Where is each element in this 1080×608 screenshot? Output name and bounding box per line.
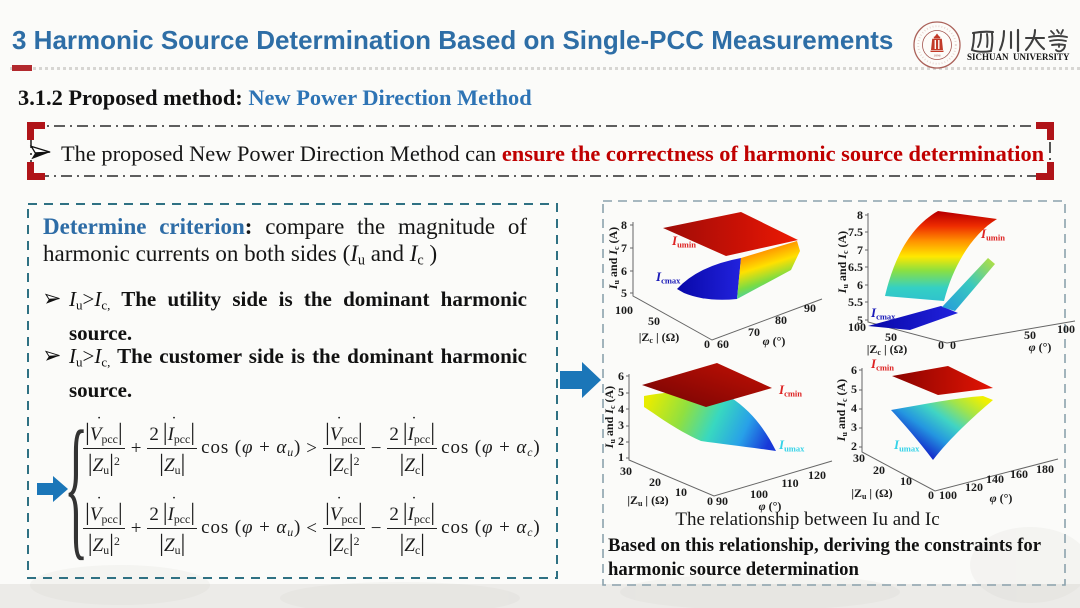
svg-text:50: 50 [885, 330, 897, 344]
svg-text:100: 100 [848, 320, 866, 334]
svg-text:5.5: 5.5 [848, 295, 863, 309]
svg-text:5: 5 [618, 385, 624, 399]
svg-text:160: 160 [1010, 467, 1028, 481]
svg-text:20: 20 [873, 463, 885, 477]
svg-text:Iumax: Iumax [893, 437, 920, 454]
svg-text:60: 60 [717, 337, 729, 351]
svg-text:Icmax: Icmax [870, 305, 896, 322]
svg-text:4: 4 [851, 401, 857, 415]
svg-text:5: 5 [857, 313, 863, 327]
svg-text:1896: 1896 [934, 54, 941, 58]
svg-text:6: 6 [621, 264, 627, 278]
svg-text:50: 50 [1024, 328, 1036, 342]
svg-text:30: 30 [620, 464, 632, 478]
svg-text:3: 3 [618, 418, 624, 432]
svg-text:8: 8 [621, 218, 627, 232]
svg-text:110: 110 [781, 476, 798, 490]
svg-text:1: 1 [618, 450, 624, 464]
svg-text:2: 2 [618, 434, 624, 448]
svg-text:Icmin: Icmin [870, 356, 894, 373]
svg-text:3: 3 [851, 420, 857, 434]
svg-text:φ (°): φ (°) [763, 334, 786, 348]
svg-text:70: 70 [748, 325, 760, 339]
svg-text:8: 8 [857, 208, 863, 222]
svg-text:Iu and Ic (A): Iu and Ic (A) [835, 231, 850, 294]
svg-text:20: 20 [649, 475, 661, 489]
svg-text:|Zu | (Ω): |Zu | (Ω) [851, 486, 892, 501]
svg-text:φ (°): φ (°) [759, 499, 782, 513]
svg-text:0: 0 [704, 337, 710, 351]
svg-text:6: 6 [857, 278, 863, 292]
svg-text:80: 80 [775, 313, 787, 327]
svg-text:90: 90 [804, 301, 816, 315]
svg-text:120: 120 [965, 480, 983, 494]
svg-text:Iumin: Iumin [980, 226, 1005, 243]
svg-text:Iu and Ic (A): Iu and Ic (A) [606, 227, 621, 290]
svg-text:0: 0 [928, 488, 934, 502]
svg-text:Icmax: Icmax [655, 269, 681, 286]
svg-text:Iu and Ic (A): Iu and Ic (A) [834, 379, 849, 442]
svg-text:10: 10 [675, 485, 687, 499]
svg-text:φ (°): φ (°) [1029, 340, 1052, 354]
svg-text:Iu and Ic (A): Iu and Ic (A) [602, 386, 617, 449]
svg-text:7.5: 7.5 [848, 225, 863, 239]
svg-text:10: 10 [900, 474, 912, 488]
svg-text:|Zu | (Ω): |Zu | (Ω) [627, 493, 668, 508]
svg-text:30: 30 [853, 451, 865, 465]
svg-text:φ (°): φ (°) [990, 491, 1013, 505]
svg-text:6.5: 6.5 [848, 260, 863, 274]
svg-text:140: 140 [986, 472, 1004, 486]
svg-text:90: 90 [716, 494, 728, 508]
svg-text:100: 100 [1057, 322, 1075, 336]
svg-text:7: 7 [621, 241, 627, 255]
svg-text:100: 100 [615, 303, 633, 317]
svg-text:0: 0 [938, 338, 944, 352]
svg-text:50: 50 [648, 314, 660, 328]
svg-text:Iumax: Iumax [778, 437, 805, 454]
svg-text:5: 5 [621, 286, 627, 300]
svg-text:|Zc | (Ω): |Zc | (Ω) [639, 330, 679, 345]
svg-text:6: 6 [618, 369, 624, 383]
svg-text:|Zc | (Ω): |Zc | (Ω) [867, 342, 907, 357]
svg-text:7: 7 [857, 243, 863, 257]
svg-text:2: 2 [851, 439, 857, 453]
svg-text:180: 180 [1036, 462, 1054, 476]
svg-text:5: 5 [851, 382, 857, 396]
svg-text:100: 100 [939, 488, 957, 502]
svg-text:4: 4 [618, 402, 624, 416]
svg-text:100: 100 [750, 487, 768, 501]
svg-text:Icmin: Icmin [778, 382, 802, 399]
svg-text:6: 6 [851, 363, 857, 377]
svg-text:120: 120 [808, 468, 826, 482]
svg-text:0: 0 [707, 494, 713, 508]
svg-text:0: 0 [950, 338, 956, 352]
